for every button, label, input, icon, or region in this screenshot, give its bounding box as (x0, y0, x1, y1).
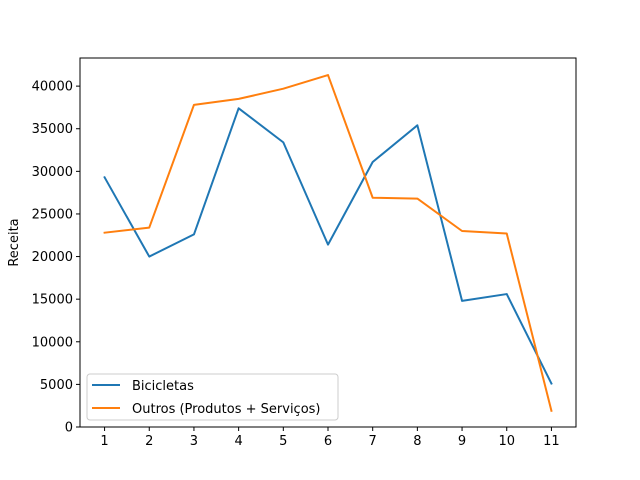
legend-entry-bicicletas: Bicicletas (92, 379, 194, 394)
x-tick-label: 8 (413, 434, 421, 449)
x-tick-label: 5 (279, 434, 287, 449)
x-tick-label: 6 (324, 434, 332, 449)
series-layer (103, 74, 553, 413)
series-line-1 (103, 74, 553, 413)
y-tick-label: 20000 (32, 250, 73, 265)
y-tick-label: 35000 (32, 122, 73, 137)
legend-label-outros: Outros (Produtos + Serviços) (132, 402, 321, 417)
x-tick-label: 10 (498, 434, 515, 449)
x-tick-label: 1 (100, 434, 108, 449)
y-tick-label: 5000 (40, 378, 73, 393)
y-tick-label: 25000 (32, 207, 73, 222)
y-tick-label: 0 (65, 421, 73, 436)
x-tick-label: 3 (190, 434, 198, 449)
y-axis: 0 5000 10000 15000 20000 25000 30000 35000 40000 (32, 80, 80, 436)
x-axis: 1 2 3 4 5 6 7 8 9 10 11 (100, 427, 560, 449)
y-tick-label: 10000 (32, 335, 73, 350)
y-axis-label: Receita (7, 218, 22, 266)
legend-box (86, 373, 339, 421)
legend-entry-outros: Outros (Produtos + Serviços) (92, 402, 321, 417)
x-tick-label: 11 (543, 434, 560, 449)
y-tick-label: 30000 (32, 165, 73, 180)
plot-border (79, 57, 577, 428)
x-tick-label: 4 (234, 434, 242, 449)
legend: Bicicletas Outros (Produtos + Serviços) (86, 373, 339, 421)
series-line-0 (103, 107, 553, 385)
x-tick-label: 9 (458, 434, 466, 449)
legend-label-bicicletas: Bicicletas (132, 379, 194, 394)
x-tick-label: 7 (369, 434, 377, 449)
y-tick-label: 40000 (32, 80, 73, 95)
y-tick-label: 15000 (32, 293, 73, 308)
x-tick-label: 2 (145, 434, 153, 449)
